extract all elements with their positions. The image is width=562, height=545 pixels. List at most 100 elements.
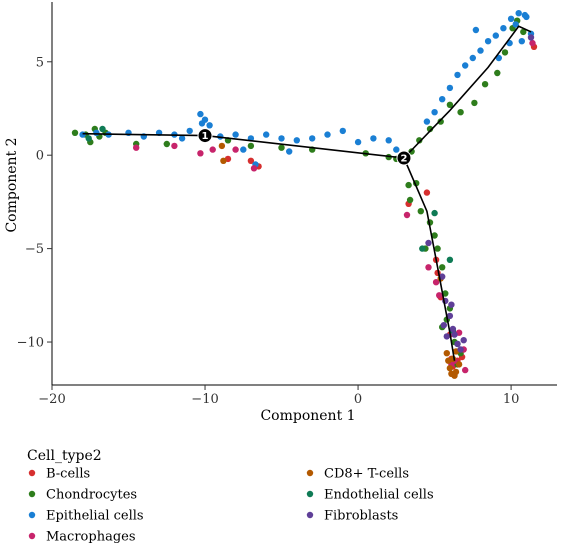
data-point-epithelial-cells [477, 47, 484, 54]
data-point-chondrocytes [405, 181, 412, 189]
x-tick-label: −20 [38, 392, 65, 407]
y-axis-ticks: 5 0 −5 −10 [17, 55, 52, 351]
data-point-cd8-t-cells [445, 357, 452, 364]
data-point-fibroblasts [425, 239, 432, 247]
data-point-macrophages [209, 146, 216, 153]
legend-label: Endothelial cells [324, 488, 434, 503]
legend-swatch [28, 469, 36, 477]
legend-item: Fibroblasts [306, 509, 398, 524]
data-point-macrophages [403, 211, 411, 219]
data-point-epithelial-cells [293, 137, 300, 144]
y-tick-label: −5 [25, 242, 44, 257]
data-point-epithelial-cells [469, 54, 476, 62]
data-point-macrophages [133, 144, 140, 151]
data-point-chondrocytes [501, 49, 509, 56]
data-point-macrophages [232, 146, 239, 153]
trajectory-branch [403, 25, 532, 159]
x-tick-label: 10 [503, 392, 520, 407]
data-point-chondrocytes [163, 140, 170, 148]
data-point-epithelial-cells [518, 38, 525, 45]
data-point-epithelial-cells [354, 138, 362, 146]
data-point-chondrocytes [408, 148, 415, 155]
legend-item: CD8+ T-cells [306, 467, 409, 482]
data-point-epithelial-cells [484, 38, 492, 45]
data-point-fibroblasts [451, 331, 458, 338]
data-point-fibroblasts [454, 340, 461, 348]
data-point-epithelial-cells [206, 122, 213, 129]
branch-point-1: 1 [197, 128, 213, 144]
legend-label: B-cells [46, 467, 90, 482]
data-point-macrophages [462, 366, 469, 374]
data-point-fibroblasts [446, 312, 454, 320]
x-axis-title: Component 1 [260, 408, 355, 424]
data-point-chondrocytes [247, 142, 255, 150]
data-point-epithelial-cells [232, 131, 239, 138]
data-point-chondrocytes [416, 137, 423, 144]
data-point-chondrocytes [481, 81, 489, 88]
legend-item: Macrophages [28, 530, 136, 545]
x-tick-label: 0 [354, 392, 362, 407]
y-tick-label: 5 [36, 55, 44, 70]
data-point-chondrocytes [520, 28, 527, 36]
data-point-chondrocytes [442, 290, 449, 297]
data-point-macrophages [250, 165, 258, 172]
data-point-cd8-t-cells [443, 350, 450, 357]
data-point-epithelial-cells [512, 21, 519, 28]
data-point-epithelial-cells [286, 148, 293, 155]
legend-label: Fibroblasts [324, 509, 398, 524]
data-point-macrophages [171, 142, 178, 150]
data-point-epithelial-cells [439, 96, 446, 103]
data-point-cd8-t-cells [451, 372, 458, 379]
data-point-endothelial-cells [419, 245, 426, 252]
data-point-epithelial-cells [454, 71, 461, 79]
legend-label: CD8+ T-cells [324, 467, 409, 482]
branch-points-layer: 12 [197, 128, 412, 166]
data-point-macrophages [432, 279, 440, 286]
data-point-macrophages [529, 39, 536, 47]
legend: Cell_type2 B-cells Chondrocytes Epithelial… [27, 448, 434, 545]
data-point-epithelial-cells [385, 137, 392, 144]
legend-title: Cell_type2 [27, 448, 102, 464]
data-point-macrophages [425, 264, 432, 271]
branch-point-label: 1 [202, 131, 209, 142]
data-point-chondrocytes [417, 208, 424, 215]
data-point-fibroblasts [439, 273, 446, 280]
legend-item: B-cells [28, 467, 90, 482]
data-point-chondrocytes [406, 196, 414, 204]
legend-label: Epithelial cells [46, 509, 144, 524]
plot-area: 12 [51, 2, 557, 386]
data-point-epithelial-cells [500, 25, 507, 32]
legend-swatch [306, 469, 314, 477]
y-axis-title: Component 2 [4, 137, 20, 232]
legend-swatch [306, 511, 314, 519]
data-point-fibroblasts [440, 322, 447, 329]
data-point-cd8-t-cells [446, 365, 454, 372]
data-point-epithelial-cells [178, 135, 186, 142]
data-point-chondrocytes [457, 109, 464, 116]
data-point-epithelial-cells [370, 135, 377, 142]
data-point-macrophages [197, 150, 204, 157]
branch-point-label: 2 [400, 154, 407, 165]
legend-items: B-cells Chondrocytes Epithelial cells Macro… [28, 467, 434, 545]
data-point-epithelial-cells [186, 127, 193, 135]
data-point-epithelial-cells [492, 32, 499, 39]
x-axis-ticks: −20 −10 0 10 [38, 385, 519, 407]
data-point-chondrocytes [71, 129, 79, 136]
data-point-fibroblasts [527, 34, 535, 41]
legend-swatch [28, 490, 36, 498]
legend-swatch [28, 532, 36, 540]
data-point-chondrocytes [494, 69, 501, 77]
data-point-chondrocytes [437, 118, 444, 125]
data-point-b-cells [247, 157, 255, 164]
legend-label: Macrophages [46, 530, 136, 545]
data-point-epithelial-cells [423, 118, 431, 125]
data-point-epithelial-cells [79, 131, 86, 138]
data-point-chondrocytes [278, 144, 285, 151]
data-point-fibroblasts [443, 333, 450, 340]
data-point-chondrocytes [434, 245, 441, 252]
data-point-epithelial-cells [393, 146, 400, 153]
legend-label: Chondrocytes [46, 488, 137, 503]
data-point-epithelial-cells [431, 109, 438, 116]
data-point-epithelial-cells [521, 11, 529, 19]
